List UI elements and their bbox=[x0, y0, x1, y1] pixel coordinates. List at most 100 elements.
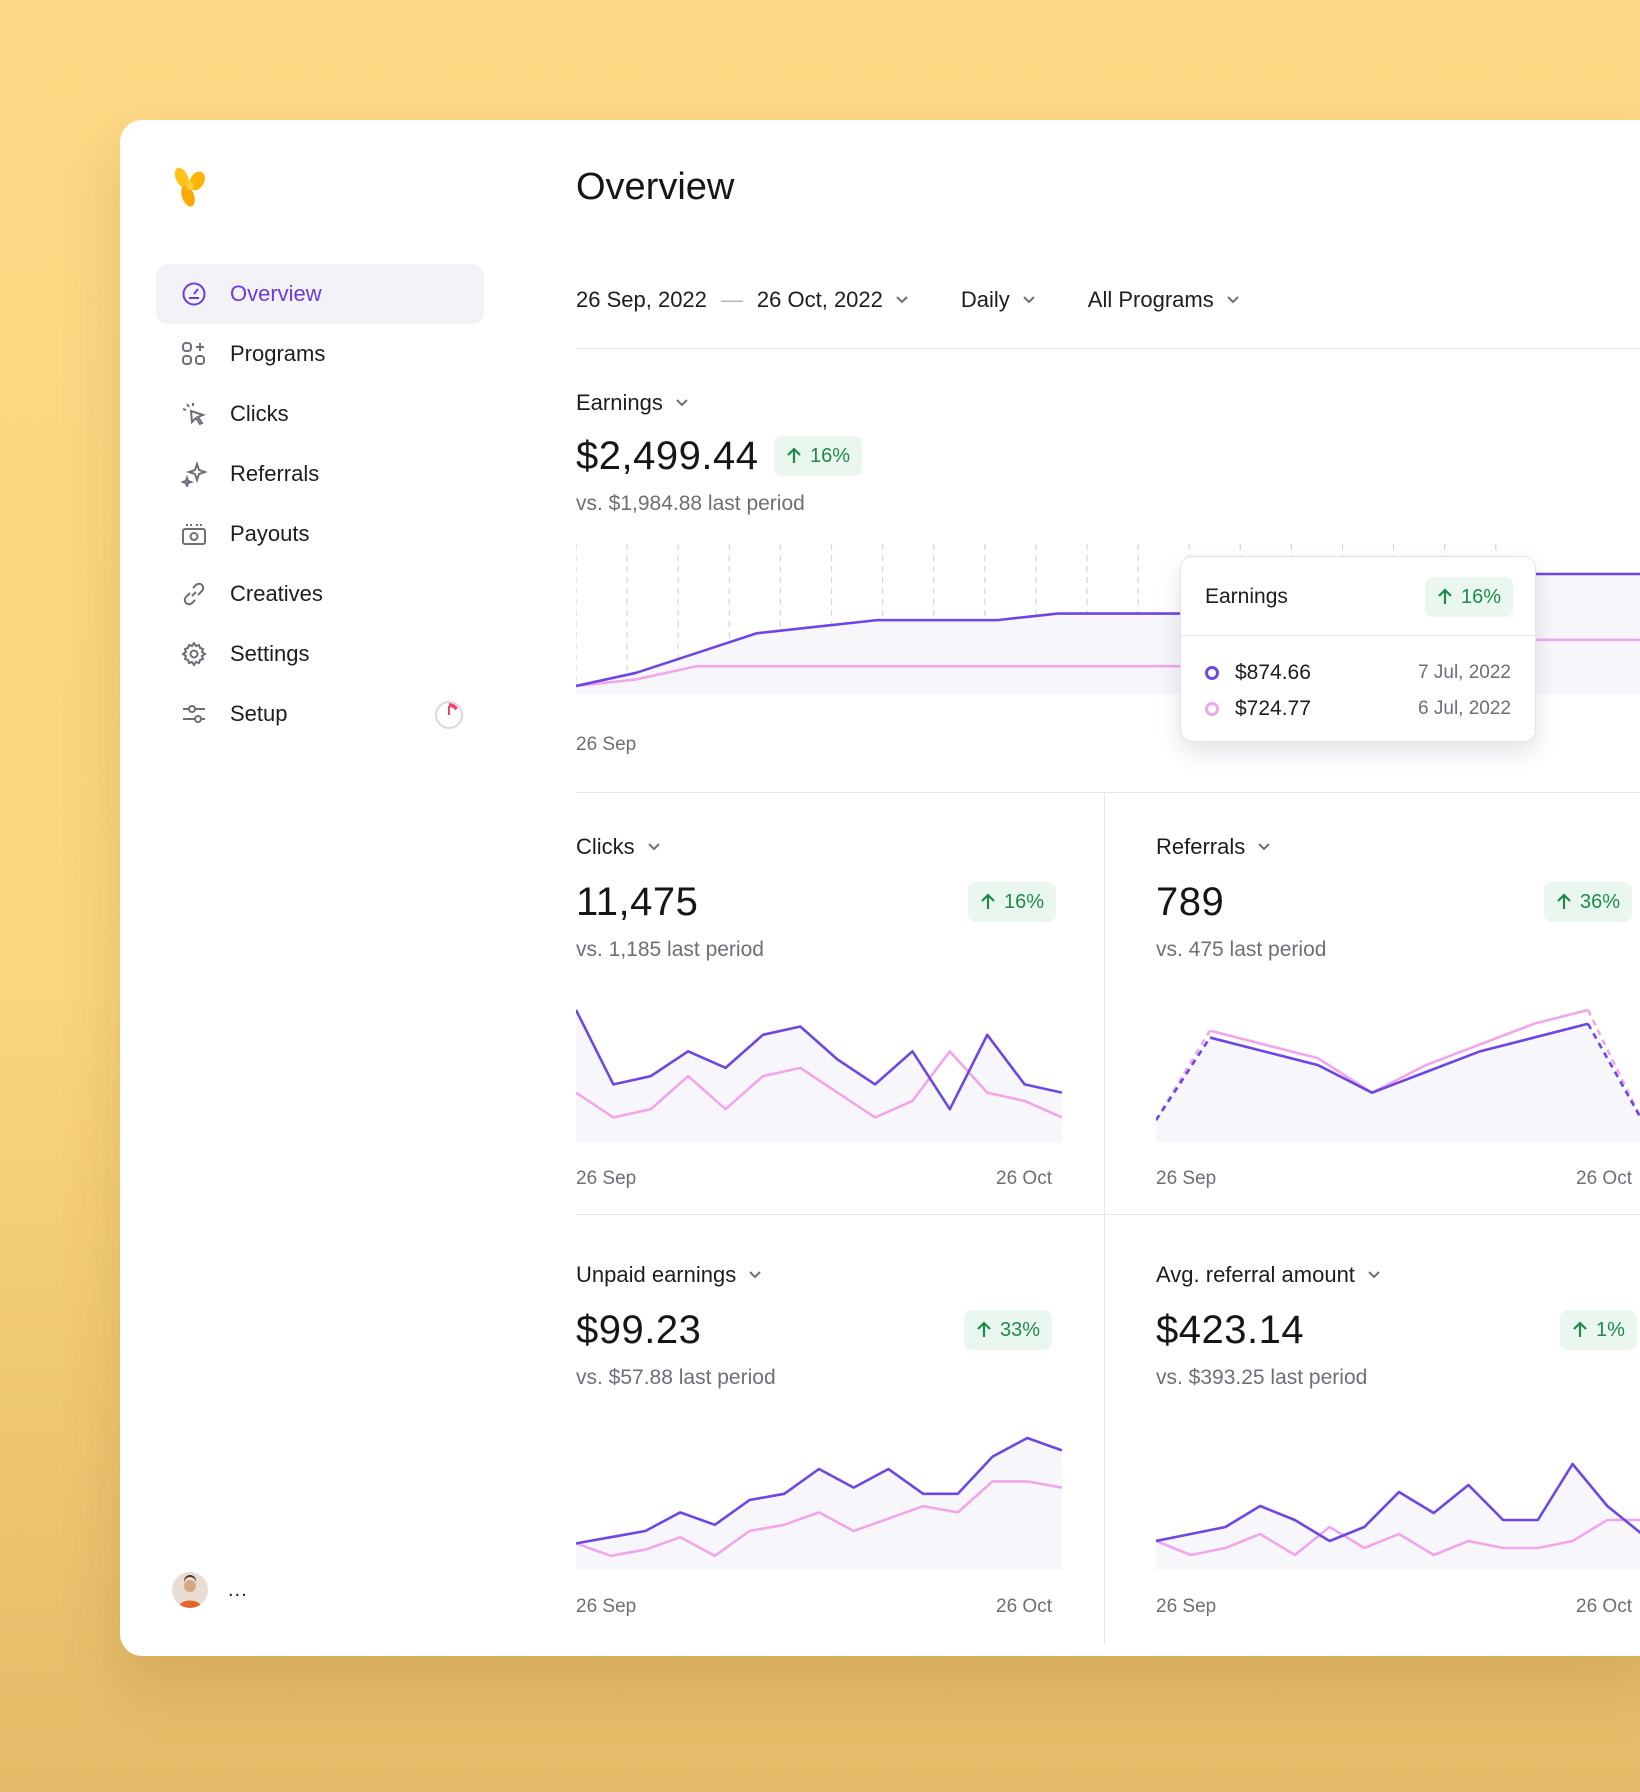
chart-tooltip: Earnings 16% $874.66 7 Jul, 2022 $724.77… bbox=[1180, 556, 1536, 742]
earnings-x-start: 26 Sep bbox=[576, 734, 637, 755]
clicks-x-start: 26 Sep bbox=[576, 1168, 637, 1189]
user-menu-dots[interactable]: ... bbox=[228, 1578, 248, 1601]
sidebar-item-label: Payouts bbox=[230, 521, 310, 546]
arrow-up-icon bbox=[1557, 893, 1571, 909]
date-start: 26 Sep, 2022 bbox=[576, 287, 707, 312]
unpaid-x-start: 26 Sep bbox=[576, 1596, 637, 1617]
referrals-value: 789 bbox=[1156, 880, 1225, 924]
previous-period-line bbox=[576, 1480, 1062, 1558]
clicks-comparison: vs. 1,185 last period bbox=[576, 938, 764, 961]
referrals-x-end: 26 Oct bbox=[1576, 1168, 1632, 1189]
divider bbox=[1181, 635, 1535, 636]
chevron-down-icon bbox=[1368, 1271, 1380, 1279]
chevron-down-icon bbox=[749, 1271, 761, 1279]
avg-referral-x-end: 26 Oct bbox=[1576, 1596, 1632, 1617]
brand-logo bbox=[174, 167, 205, 207]
chevron-down-icon bbox=[647, 843, 660, 851]
sidebar-item-label: Settings bbox=[230, 641, 310, 666]
chevron-down-icon bbox=[1227, 296, 1239, 304]
chevron-down-icon bbox=[896, 296, 908, 304]
unpaid-value: $99.23 bbox=[576, 1308, 702, 1352]
sidebar-item-label: Overview bbox=[230, 281, 322, 306]
earnings-change-badge: 16% bbox=[774, 436, 863, 476]
current-period-line-dashed bbox=[1586, 1023, 1640, 1120]
earnings-change: 16% bbox=[810, 444, 851, 467]
earnings-value: $2,499.44 bbox=[576, 434, 759, 478]
unpaid-metric-select[interactable]: Unpaid earnings bbox=[576, 1262, 762, 1288]
arrow-up-icon bbox=[981, 893, 995, 909]
previous-period-line bbox=[576, 1050, 1062, 1119]
sidebar-item-label: Programs bbox=[230, 341, 326, 366]
unpaid-chart[interactable] bbox=[576, 1434, 1062, 1570]
sidebar-item-settings[interactable]: Settings bbox=[156, 624, 484, 684]
divider bbox=[576, 1214, 1640, 1215]
filter-bar: 26 Sep, 2022 — 26 Oct, 2022 Daily All Pr… bbox=[576, 280, 1240, 320]
tooltip-row-current: $874.66 7 Jul, 2022 bbox=[1205, 659, 1511, 687]
clicks-label: Clicks bbox=[576, 834, 635, 859]
main-content: Overview 26 Sep, 2022 — 26 Oct, 2022 Dai… bbox=[576, 120, 1640, 1656]
gear-icon bbox=[180, 640, 208, 668]
avg-referral-comparison: vs. $393.25 last period bbox=[1156, 1366, 1368, 1389]
date-range-picker[interactable]: 26 Sep, 2022 — 26 Oct, 2022 bbox=[576, 287, 909, 313]
sidebar-item-overview[interactable]: Overview bbox=[156, 264, 484, 324]
program-select[interactable]: All Programs bbox=[1088, 287, 1240, 313]
tooltip-title: Earnings bbox=[1205, 585, 1288, 608]
unpaid-change: 33% bbox=[1000, 1318, 1041, 1341]
avg-referral-value: $423.14 bbox=[1156, 1308, 1305, 1352]
sidebar-item-payouts[interactable]: Payouts bbox=[156, 504, 484, 564]
referrals-x-start: 26 Sep bbox=[1156, 1168, 1217, 1189]
page-title: Overview bbox=[576, 166, 735, 208]
sidebar-item-label: Creatives bbox=[230, 581, 323, 606]
divider bbox=[576, 348, 1640, 349]
sidebar-item-creatives[interactable]: Creatives bbox=[156, 564, 484, 624]
current-period-line bbox=[1209, 1022, 1589, 1095]
clicks-metric-select[interactable]: Clicks bbox=[576, 834, 661, 860]
app-window: Overview Programs Clicks Referrals Payou… bbox=[120, 120, 1640, 1656]
divider bbox=[1104, 792, 1105, 1644]
clicks-chart[interactable] bbox=[576, 1006, 1062, 1142]
earnings-metric-select[interactable]: Earnings bbox=[576, 390, 689, 416]
program-value: All Programs bbox=[1087, 287, 1214, 312]
divider bbox=[576, 792, 1640, 793]
sidebar-item-clicks[interactable]: Clicks bbox=[156, 384, 484, 444]
link-icon bbox=[180, 580, 208, 608]
avg-referral-change: 1% bbox=[1596, 1318, 1625, 1341]
chevron-down-icon bbox=[1258, 843, 1270, 851]
user-menu[interactable]: ... bbox=[172, 1572, 248, 1608]
sidebar-item-setup[interactable]: Setup bbox=[156, 684, 484, 744]
sidebar-item-referrals[interactable]: Referrals bbox=[156, 444, 484, 504]
apps-plus-icon bbox=[180, 340, 208, 368]
previous-period-line bbox=[1209, 1008, 1589, 1095]
referrals-change-badge: 36% bbox=[1544, 882, 1633, 922]
sidebar-item-programs[interactable]: Programs bbox=[156, 324, 484, 384]
tooltip-change: 16% bbox=[1460, 585, 1501, 608]
setup-progress-icon bbox=[435, 701, 463, 729]
arrow-up-icon bbox=[977, 1321, 991, 1337]
avg-referral-x-start: 26 Sep bbox=[1156, 1596, 1217, 1617]
referrals-chart[interactable] bbox=[1156, 1006, 1640, 1142]
arrow-up-icon bbox=[1573, 1321, 1587, 1337]
sidebar-item-label: Clicks bbox=[230, 401, 289, 426]
avg-referral-chart[interactable] bbox=[1156, 1434, 1640, 1570]
date-separator: — bbox=[720, 287, 743, 312]
date-end: 26 Oct, 2022 bbox=[756, 287, 883, 312]
current-period-line bbox=[576, 1436, 1062, 1545]
tooltip-current-value: $874.66 bbox=[1235, 661, 1311, 684]
sidebar-item-label: Setup bbox=[230, 701, 288, 726]
avg-referral-metric-select[interactable]: Avg. referral amount bbox=[1156, 1262, 1381, 1288]
dashboard-icon bbox=[180, 280, 208, 308]
unpaid-label: Unpaid earnings bbox=[576, 1262, 737, 1287]
avatar[interactable] bbox=[172, 1572, 208, 1608]
cash-icon bbox=[180, 520, 208, 548]
tooltip-previous-value: $724.77 bbox=[1235, 697, 1311, 720]
chevron-down-icon bbox=[1023, 296, 1035, 304]
avg-referral-change-badge: 1% bbox=[1560, 1310, 1637, 1350]
unpaid-x-end: 26 Oct bbox=[996, 1596, 1052, 1617]
interval-select[interactable]: Daily bbox=[961, 287, 1036, 313]
tooltip-current-date: 7 Jul, 2022 bbox=[1418, 662, 1511, 683]
referrals-metric-select[interactable]: Referrals bbox=[1156, 834, 1271, 860]
cursor-click-icon bbox=[180, 400, 208, 428]
series-area bbox=[576, 1010, 1062, 1142]
interval-value: Daily bbox=[960, 287, 1010, 312]
series-area bbox=[576, 1438, 1062, 1570]
